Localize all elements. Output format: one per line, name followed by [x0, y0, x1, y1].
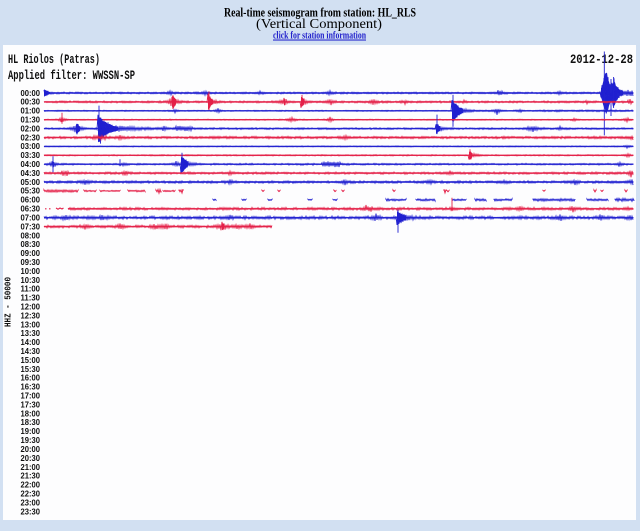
svg-text:click for station information: click for station information [273, 31, 366, 42]
svg-text:04:00: 04:00 [21, 159, 41, 169]
svg-text:15:30: 15:30 [21, 364, 41, 374]
svg-text:HHZ - 50000: HHZ - 50000 [4, 277, 14, 327]
svg-text:10:30: 10:30 [21, 275, 41, 285]
svg-text:22:00: 22:00 [21, 480, 41, 490]
svg-text:23:00: 23:00 [21, 497, 41, 507]
svg-text:Real-time seismogram from stat: Real-time seismogram from station: HL_RL… [224, 6, 416, 20]
svg-text:07:30: 07:30 [21, 221, 41, 231]
svg-text:09:00: 09:00 [21, 248, 41, 258]
svg-text:01:00: 01:00 [21, 106, 41, 116]
svg-text:22:30: 22:30 [21, 489, 41, 499]
svg-text:11:30: 11:30 [21, 293, 41, 303]
svg-text:12:00: 12:00 [21, 302, 41, 312]
svg-text:13:00: 13:00 [21, 319, 41, 329]
svg-text:19:00: 19:00 [21, 426, 41, 436]
svg-text:Applied filter: WWSSN-SP: Applied filter: WWSSN-SP [8, 68, 135, 83]
svg-text:04:30: 04:30 [21, 168, 41, 178]
svg-text:23:30: 23:30 [21, 506, 41, 516]
svg-text:14:00: 14:00 [21, 337, 41, 347]
svg-text:03:30: 03:30 [21, 150, 41, 160]
svg-text:17:00: 17:00 [21, 391, 41, 401]
svg-text:2012-12-28: 2012-12-28 [570, 52, 633, 67]
svg-text:03:00: 03:00 [21, 141, 41, 151]
svg-text:21:30: 21:30 [21, 471, 41, 481]
svg-text:18:00: 18:00 [21, 408, 41, 418]
svg-text:12:30: 12:30 [21, 310, 41, 320]
svg-text:13:30: 13:30 [21, 328, 41, 338]
svg-text:21:00: 21:00 [21, 462, 41, 472]
svg-text:14:30: 14:30 [21, 346, 41, 356]
svg-text:11:00: 11:00 [21, 284, 41, 294]
svg-text:07:00: 07:00 [21, 213, 41, 223]
svg-text:06:30: 06:30 [21, 204, 41, 214]
svg-text:20:00: 20:00 [21, 444, 41, 454]
svg-text:02:30: 02:30 [21, 132, 41, 142]
svg-text:15:00: 15:00 [21, 355, 41, 365]
svg-text:00:30: 00:30 [21, 97, 41, 107]
svg-text:(Vertical Component): (Vertical Component) [256, 16, 382, 31]
svg-text:16:30: 16:30 [21, 382, 41, 392]
svg-text:19:30: 19:30 [21, 435, 41, 445]
svg-text:17:30: 17:30 [21, 399, 41, 409]
svg-text:16:00: 16:00 [21, 373, 41, 383]
svg-text:02:00: 02:00 [21, 123, 41, 133]
svg-text:00:00: 00:00 [21, 88, 41, 98]
svg-text:18:30: 18:30 [21, 417, 41, 427]
svg-text:05:30: 05:30 [21, 186, 41, 196]
svg-text:HL Riolos (Patras): HL Riolos (Patras) [8, 52, 100, 67]
svg-text:06:00: 06:00 [21, 195, 41, 205]
svg-text:10:00: 10:00 [21, 266, 41, 276]
svg-text:09:30: 09:30 [21, 257, 41, 267]
svg-text:05:00: 05:00 [21, 177, 41, 187]
svg-text:01:30: 01:30 [21, 115, 41, 125]
svg-text:08:00: 08:00 [21, 230, 41, 240]
svg-text:20:30: 20:30 [21, 453, 41, 463]
svg-text:08:30: 08:30 [21, 239, 41, 249]
